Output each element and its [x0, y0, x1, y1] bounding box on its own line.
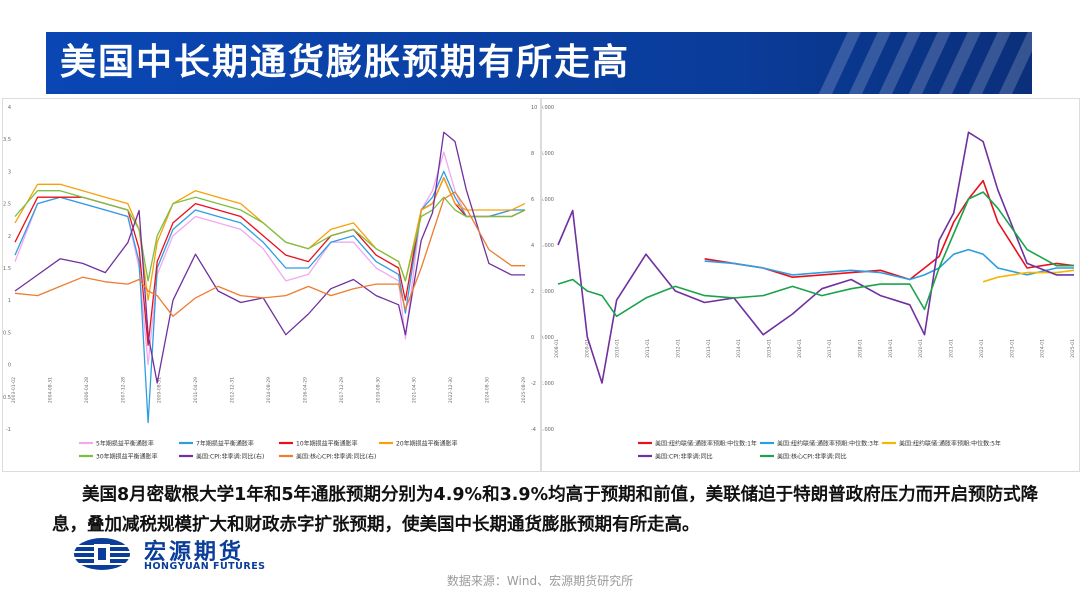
x-axis-tick-label: 2011-01: [645, 339, 651, 358]
series-line-0: [14, 151, 525, 366]
x-axis-tick-label: 2020-01: [918, 339, 924, 358]
right-axis-tick-label: 6: [531, 197, 534, 203]
legend-label: 10年期损益平衡通胀率: [296, 440, 358, 448]
left-axis-tick-label: 2.5: [3, 202, 11, 208]
legend-label: 美国:纽约联储:通胀率预期:中位数:3年: [777, 440, 879, 448]
left-axis-tick-label: -0.5: [3, 395, 11, 401]
legend-label: 美国:纽约联储:通胀率预期:中位数:1年: [655, 440, 757, 448]
series-line-2: [982, 269, 1075, 283]
right-axis-tick-label: 4: [531, 243, 534, 249]
series-line-5: [14, 131, 525, 384]
x-axis-tick-label: 2009-08-31: [157, 377, 163, 403]
summary-paragraph: 美国8月密歇根大学1年和5年通胀预期分别为4.9%和3.9%均高于预期和前值，美…: [52, 485, 1039, 535]
legend-label: 美国:CPI:非季调:同比: [655, 453, 713, 461]
left-axis-tick-label: 0.5: [3, 330, 11, 336]
x-axis-tick-label: 2022-01: [979, 339, 985, 358]
left-axis-tick-label: -2.000: [542, 381, 554, 387]
x-axis-tick-label: 2012-01: [675, 339, 681, 358]
x-axis-tick-label: 2025-01: [1070, 339, 1076, 358]
right-axis-tick-label: -2: [531, 381, 536, 387]
left-axis-tick-label: 3.5: [3, 137, 11, 143]
legend-label: 美国:核心CPI:非季调:同比(右): [296, 453, 376, 461]
series-line-4: [557, 191, 1074, 318]
x-axis-tick-label: 2019-08-30: [375, 377, 381, 403]
x-axis-tick-label: 2022-12-30: [448, 377, 454, 403]
x-axis-tick-label: 2021-01: [949, 339, 955, 358]
x-axis-tick-label: 2021-04-30: [412, 377, 418, 403]
right-axis-tick-label: 0: [531, 335, 534, 341]
series-line-4: [14, 190, 526, 282]
data-source: 数据来源：Wind、宏源期货研究所: [446, 574, 634, 588]
logo-mark-icon: [74, 538, 130, 570]
left-axis-tick-label: 10.000: [542, 105, 554, 111]
series-line-0: [704, 179, 1075, 281]
left-axis-tick-label: 2: [8, 234, 11, 240]
breakeven-inflation-chart: 4 3.5 3 2.5 2 1.5 1 0.5 0 -0.5 -1 10 8 6 4 2 0 -2 -4 2003-0…: [1, 98, 541, 472]
x-axis-tick-label: 2018-01: [858, 339, 864, 358]
left-axis-tick-label: 4: [8, 105, 11, 111]
legend-label: 30年期损益平衡通胀率: [96, 453, 158, 461]
legend-label: 美国:CPI:非季调:同比(右): [196, 453, 264, 461]
logo-name-en: HONGYUAN FUTURES: [144, 561, 266, 572]
x-axis-tick-label: 2013-01: [706, 339, 712, 358]
series-line-1: [704, 248, 1074, 281]
right-axis-tick-label: 10: [531, 105, 537, 111]
right-axis-tick-label: 8: [531, 151, 534, 157]
left-axis-tick-label: 0.000: [542, 335, 554, 341]
breakeven-inflation-chart-svg: 4 3.5 3 2.5 2 1.5 1 0.5 0 -0.5 -1 10 8 6 4 2 0 -2 -4 2003-0…: [1, 105, 537, 461]
series-line-1: [14, 170, 525, 424]
right-axis-tick-label: 2: [531, 289, 534, 295]
x-axis-tick-label: 2014-08-29: [266, 377, 272, 403]
x-axis-tick-label: 2025-08-29: [521, 377, 527, 403]
x-axis-tick-label: 2004-08-31: [47, 377, 53, 403]
x-axis-tick-label: 2009-01: [584, 339, 590, 358]
x-axis-tick-label: 2017-12-29: [339, 377, 345, 403]
x-axis-tick-label: 2006-04-28: [84, 377, 90, 403]
x-axis-tick-label: 2014-01: [736, 339, 742, 358]
legend-label: 5年期损益平衡通胀率: [96, 440, 154, 448]
x-axis-tick-label: 2010-01: [615, 339, 621, 358]
title-banner: 美国中长期通货膨胀预期有所走高: [46, 32, 1032, 94]
left-axis-tick-label: 0: [8, 363, 11, 369]
x-axis-tick-label: 2016-01: [797, 339, 803, 358]
left-axis-tick-label: 1.5: [3, 266, 11, 272]
x-axis-tick-label: 2023-01: [1009, 339, 1015, 358]
x-axis-tick-label: 2017-01: [827, 339, 833, 358]
x-axis-tick-label: 2019-01: [888, 339, 894, 358]
right-axis-tick-label: -4: [531, 427, 536, 433]
series-line-3: [557, 131, 1074, 384]
legend-label: 20年期损益平衡通胀率: [396, 440, 458, 448]
series-line-6: [14, 191, 525, 317]
x-axis-tick-label: 2008-01: [554, 339, 560, 358]
x-axis-tick-label: 2016-04-29: [302, 377, 308, 403]
company-logo: 宏源期货 HONGYUAN FUTURES: [66, 532, 306, 574]
legend-label: 美国:纽约联储:通胀率预期:中位数:5年: [899, 440, 1001, 448]
legend-label: 美国:核心CPI:非季调:同比: [777, 453, 847, 461]
left-axis-tick-label: 6.000: [542, 197, 554, 203]
x-axis-tick-label: 2012-12-31: [230, 377, 236, 403]
title-decoration: [772, 32, 1032, 94]
x-axis-tick-label: 2007-12-28: [120, 377, 126, 403]
page-title: 美国中长期通货膨胀预期有所走高: [60, 42, 631, 83]
left-axis-tick-label: 2.000: [542, 289, 554, 295]
ny-fed-inflation-expectation-chart-svg: 10.000 8.000 6.000 4.000 2.000 0.000 -2.000 -4.…: [537, 105, 1077, 461]
left-axis-tick-label: 1: [8, 298, 11, 304]
x-axis-tick-label: 2024-01: [1040, 339, 1046, 358]
left-axis-tick-label: -1: [6, 427, 11, 433]
x-axis-tick-label: 2015-01: [766, 339, 772, 358]
x-axis-tick-label: 2011-04-29: [193, 377, 199, 403]
left-axis-tick-label: -4.000: [542, 427, 554, 433]
x-axis-tick-label: 2024-08-30: [485, 377, 491, 403]
ny-fed-inflation-expectation-chart: 10.000 8.000 6.000 4.000 2.000 0.000 -2.000 -4.…: [537, 98, 1080, 472]
left-axis-tick-label: 4.000: [542, 243, 554, 249]
x-axis-tick-label: 2003-01-02: [11, 377, 17, 403]
left-axis-tick-label: 8.000: [542, 151, 554, 157]
legend-label: 7年期损益平衡通胀率: [196, 440, 254, 448]
logo-name-cn: 宏源期货: [144, 540, 245, 565]
left-axis-tick-label: 3: [8, 169, 11, 175]
